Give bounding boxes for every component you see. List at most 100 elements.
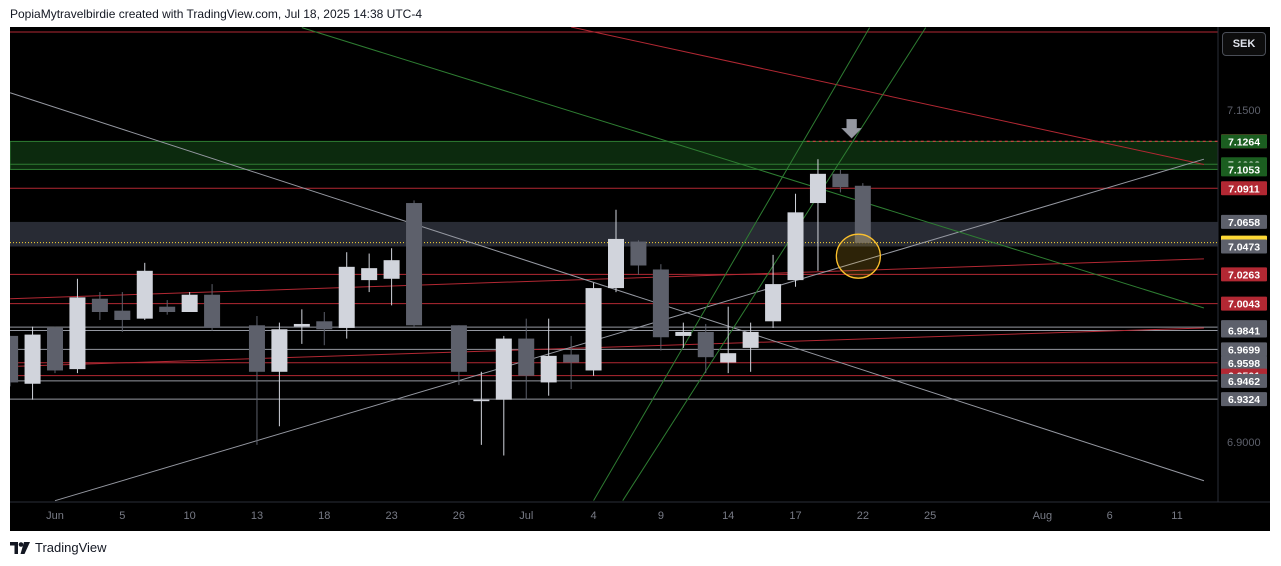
- x-tick-label: 26: [453, 510, 465, 522]
- price-badge-label: 7.1053: [1228, 164, 1260, 176]
- bullish-candle: [361, 268, 378, 281]
- bullish-candle: [473, 399, 490, 402]
- price-badge: [1221, 342, 1267, 357]
- red-trendline: [571, 26, 1205, 166]
- bearish-candle: [159, 306, 176, 312]
- chart-pane[interactable]: 7.15006.90007.12657.12647.10927.10537.09…: [2, 26, 1270, 531]
- candles-layer: [2, 159, 871, 456]
- bearish-candle: [91, 298, 108, 312]
- x-tick-label: 9: [658, 510, 664, 522]
- grey-trendline: [9, 92, 1205, 482]
- bearish-candle: [518, 338, 535, 376]
- y-axis-label: 6.9000: [1227, 437, 1261, 449]
- price-badge: [1221, 239, 1267, 254]
- x-tick-label: 18: [318, 510, 330, 522]
- levels-layer: [9, 31, 1219, 400]
- price-badge: [1221, 373, 1267, 388]
- price-badge: [1221, 214, 1267, 229]
- bullish-candle: [338, 266, 355, 328]
- x-tick-label: Aug: [1033, 510, 1053, 522]
- bearish-candle: [697, 331, 714, 358]
- price-badge-label: 7.0263: [1228, 269, 1260, 281]
- price-badge: [1221, 392, 1267, 407]
- price-badge: [1221, 323, 1267, 338]
- tradingview-brand: TradingView: [35, 540, 107, 555]
- price-badge-label: 6.9598: [1228, 358, 1260, 370]
- green-resistance-zone: [9, 140, 1219, 170]
- x-tick-label: 5: [119, 510, 125, 522]
- x-tick-label: Jul: [519, 510, 533, 522]
- bullish-candle: [69, 297, 86, 370]
- bullish-candle: [720, 353, 737, 363]
- price-badge: [1221, 355, 1267, 370]
- currency-button[interactable]: SEK: [1222, 32, 1266, 56]
- price-axis: 7.15006.90007.12657.12647.10927.10537.09…: [10, 27, 1270, 522]
- highlight-circle: [835, 233, 882, 279]
- y-axis-label: 7.1500: [1227, 105, 1261, 117]
- bullish-candle: [608, 238, 624, 289]
- chart-header: PopiaMytravelbirdie created with Trading…: [10, 7, 422, 21]
- bearish-candle: [854, 185, 871, 243]
- x-tick-label: 25: [924, 510, 936, 522]
- bullish-candle: [293, 323, 310, 327]
- bullish-candle: [136, 270, 153, 319]
- x-tick-label: 6: [1107, 510, 1113, 522]
- down-arrow-icon: [841, 119, 863, 139]
- green-trendline: [301, 27, 1205, 309]
- red-trendline: [10, 258, 1204, 300]
- price-badge-label: 7.0473: [1228, 241, 1260, 253]
- tradingview-logo-icon: [10, 541, 30, 554]
- trendlines-layer: [9, 26, 1205, 502]
- price-badge: [1221, 267, 1267, 282]
- grey-trendline: [54, 158, 1205, 502]
- x-tick-label: Jun: [46, 510, 64, 522]
- x-tick-label: 11: [1171, 510, 1182, 522]
- price-badge-label: 7.0658: [1228, 217, 1260, 229]
- price-badge-label: 6.9324: [1228, 394, 1260, 406]
- green-trendline: [622, 27, 927, 501]
- bearish-candle: [406, 203, 423, 326]
- bullish-candle: [787, 212, 804, 281]
- bearish-candle: [204, 294, 221, 328]
- bullish-candle: [765, 284, 782, 322]
- x-tick-label: 17: [789, 510, 801, 522]
- bullish-candle: [383, 260, 400, 279]
- green-trendline: [593, 27, 871, 501]
- x-tick-label: 14: [722, 510, 734, 522]
- bearish-candle: [563, 354, 580, 363]
- price-badge: [1221, 134, 1267, 149]
- bearish-candle: [630, 241, 647, 266]
- bullish-candle: [540, 355, 557, 383]
- bearish-candle: [652, 269, 669, 338]
- bearish-candle: [248, 325, 265, 372]
- x-tick-label: 13: [251, 510, 263, 522]
- bullish-candle: [181, 294, 198, 312]
- x-tick-label: 10: [184, 510, 196, 522]
- bullish-candle: [495, 338, 512, 400]
- candlestick-chart[interactable]: 7.15006.90007.12657.12647.10927.10537.09…: [2, 26, 1270, 531]
- bearish-candle: [47, 327, 63, 371]
- bearish-candle: [2, 335, 19, 383]
- bullish-candle: [675, 331, 692, 336]
- price-badge-label: 6.9699: [1228, 344, 1260, 356]
- price-badge-label: 7.1264: [1228, 136, 1260, 148]
- x-tick-label: 4: [590, 510, 596, 522]
- bearish-candle: [114, 310, 131, 320]
- bearish-candle: [316, 321, 333, 330]
- price-badge: [1221, 181, 1267, 196]
- bullish-candle: [271, 329, 288, 372]
- bullish-candle: [742, 331, 759, 348]
- price-badge: [1221, 296, 1267, 311]
- bullish-candle: [809, 173, 826, 204]
- x-tick-label: 22: [857, 510, 869, 522]
- bullish-candle: [585, 288, 602, 371]
- bearish-candle: [450, 325, 467, 372]
- red-trendline: [10, 327, 1204, 367]
- price-badge-label: 6.9841: [1228, 325, 1260, 337]
- price-badge-label: 7.0911: [1228, 183, 1260, 195]
- price-badge-label: 7.0043: [1228, 299, 1260, 311]
- price-badge-label: 6.9462: [1228, 376, 1260, 388]
- price-badge: [1221, 162, 1267, 177]
- tradingview-footer: TradingView: [10, 540, 107, 555]
- bearish-candle: [832, 173, 849, 188]
